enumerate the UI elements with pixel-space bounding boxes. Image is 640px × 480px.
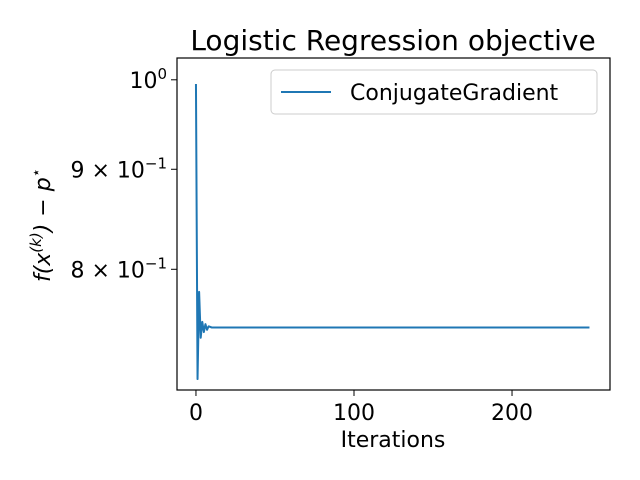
y-tick-label: 8 × 10−1 (70, 254, 167, 283)
legend-label: ConjugateGradient (350, 81, 559, 106)
x-tick-label: 100 (333, 401, 375, 426)
y-tick-label: 100 (129, 65, 167, 94)
x-axis-label: Iterations (341, 428, 446, 453)
chart-title: Logistic Regression objective (190, 24, 595, 57)
x-tick-label: 200 (491, 401, 533, 426)
plot-area (176, 57, 611, 391)
x-tick-label: 0 (189, 401, 203, 426)
series-line-0 (194, 84, 590, 381)
svg-text:f(x(k)) − p⋆: f(x(k)) − p⋆ (27, 168, 56, 282)
legend-box (270, 69, 598, 115)
y-axis-label: f(x(k)) − p⋆ (27, 168, 56, 282)
legend: ConjugateGradient (270, 69, 598, 115)
y-tick-label: 9 × 10−1 (70, 154, 167, 183)
